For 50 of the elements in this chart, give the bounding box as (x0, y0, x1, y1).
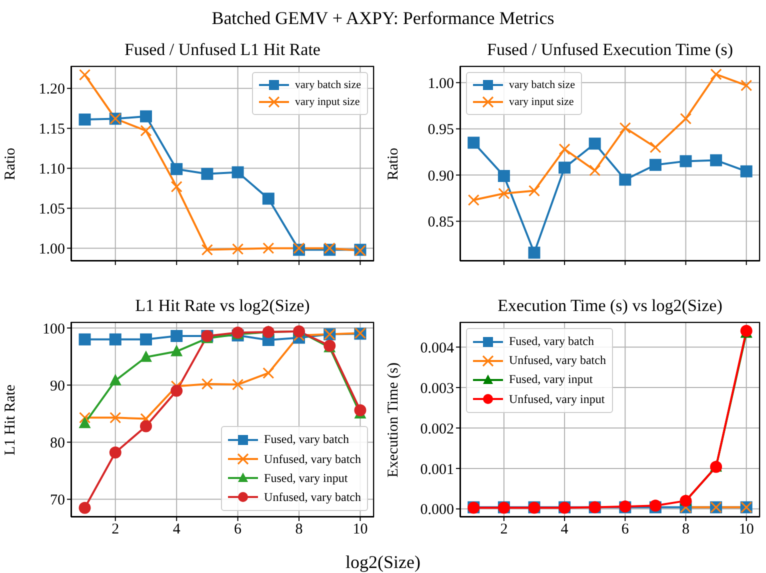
y-tick-label: 1.00 (428, 76, 454, 92)
y-tick-label: 0.90 (428, 168, 454, 184)
legend-label: Unfused, vary batch (509, 353, 606, 368)
chart-title: Fused / Unfused Execution Time (s) (486, 40, 734, 60)
y-axis-title: Ratio (2, 147, 20, 180)
legend-label: vary batch size (509, 78, 575, 91)
y-tick-label: 1.20 (38, 82, 65, 98)
y-tick-label: 0.003 (420, 380, 454, 397)
y-axis-title: L1 Hit Rate (2, 384, 20, 455)
y-tick-label: 1.10 (38, 162, 65, 178)
y-tick-label: 1.05 (38, 202, 65, 218)
legend-label: vary input size (509, 96, 574, 108)
y-tick-label: 100 (42, 321, 65, 338)
chart-title: L1 Hit Rate vs log2(Size) (134, 296, 311, 316)
y-tick-label: 0.85 (428, 214, 454, 231)
x-tick-label: 8 (682, 522, 690, 538)
y-axis-title: Ratio (386, 147, 402, 180)
y-tick-label: 1.00 (38, 242, 65, 258)
x-tick-label: 4 (172, 522, 181, 538)
legend-label: Fused, vary batch (264, 432, 350, 448)
y-axis-title: Execution Time (s) (386, 362, 402, 477)
legend-label: Fused, vary input (509, 372, 593, 388)
legend-label: Unfused, vary input (509, 392, 605, 407)
y-tick-label: 0.002 (420, 421, 454, 438)
y-tick-label: 70 (50, 492, 65, 509)
chart-title: Fused / Unfused L1 Hit Rate (124, 40, 322, 60)
x-tick-label: 10 (352, 522, 368, 538)
legend-label: Unfused, vary batch (264, 452, 361, 467)
y-tick-label: 0.004 (420, 340, 454, 356)
y-tick-label: 90 (50, 378, 65, 394)
text: Batched GEMV + AXPY: Performance Metrics (210, 8, 556, 29)
y-tick-label: 0.95 (428, 122, 454, 138)
x-tick-label: 6 (621, 522, 630, 538)
x-tick-label: 2 (112, 522, 120, 538)
chart-title: Execution Time (s) vs log2(Size) (496, 296, 724, 316)
x-tick-label: 10 (738, 522, 754, 538)
y-tick-label: 0.000 (420, 502, 454, 518)
y-tick-label: 1.15 (38, 122, 65, 138)
x-tick-label: 2 (500, 522, 508, 538)
x-tick-label: 8 (295, 522, 303, 538)
legend-label: Fused, vary batch (509, 334, 594, 350)
x-tick-label: 6 (234, 522, 242, 538)
x-axis-title: log2(Size) (344, 552, 422, 573)
y-tick-label: 80 (50, 436, 65, 452)
legend-label: vary batch size (295, 78, 361, 91)
legend-label: Fused, vary input (264, 470, 348, 486)
legend-label: Unfused, vary batch (264, 490, 361, 505)
y-tick-label: 0.001 (420, 462, 454, 478)
x-tick-label: 4 (560, 522, 569, 538)
legend-label: vary input size (295, 96, 360, 108)
